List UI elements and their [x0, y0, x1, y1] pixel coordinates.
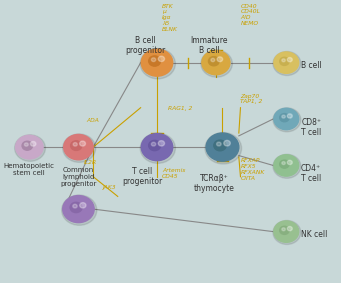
Circle shape: [274, 52, 299, 73]
Circle shape: [201, 50, 232, 77]
Circle shape: [282, 115, 285, 118]
Text: B cell
progenitor: B cell progenitor: [125, 36, 166, 55]
Circle shape: [273, 108, 301, 132]
Circle shape: [70, 202, 82, 213]
Circle shape: [287, 226, 292, 231]
Circle shape: [149, 56, 161, 66]
Circle shape: [158, 141, 165, 146]
Text: IL2R: IL2R: [83, 160, 97, 165]
Circle shape: [282, 59, 285, 62]
Circle shape: [274, 155, 299, 176]
Text: T cell
progenitor: T cell progenitor: [122, 167, 162, 186]
Circle shape: [140, 49, 175, 79]
Circle shape: [208, 57, 219, 66]
Text: CD8⁺
T cell: CD8⁺ T cell: [301, 117, 321, 137]
Circle shape: [63, 196, 94, 223]
Circle shape: [63, 134, 96, 162]
Text: Immature
B cell: Immature B cell: [191, 36, 228, 55]
Circle shape: [274, 108, 299, 130]
Text: Common
lymphoid
progenitor: Common lymphoid progenitor: [60, 167, 97, 187]
Circle shape: [22, 141, 32, 150]
Circle shape: [211, 58, 215, 62]
Text: RAG1, 2: RAG1, 2: [168, 106, 193, 111]
Circle shape: [62, 195, 97, 225]
Circle shape: [140, 133, 175, 163]
Circle shape: [141, 49, 173, 76]
Circle shape: [273, 52, 301, 76]
Circle shape: [282, 228, 285, 231]
Circle shape: [287, 114, 292, 118]
Circle shape: [280, 113, 289, 122]
Text: JAK3: JAK3: [103, 185, 117, 190]
Circle shape: [273, 154, 301, 178]
Circle shape: [214, 140, 226, 151]
Circle shape: [141, 134, 173, 161]
Circle shape: [224, 140, 230, 146]
Circle shape: [273, 220, 301, 245]
Circle shape: [73, 143, 77, 146]
Circle shape: [280, 57, 289, 65]
Circle shape: [73, 204, 77, 208]
Circle shape: [80, 141, 86, 146]
Text: Artemis
CD45: Artemis CD45: [162, 168, 185, 179]
Circle shape: [287, 160, 292, 165]
Circle shape: [206, 133, 239, 161]
Text: TCRαβ⁺
thymocyte: TCRαβ⁺ thymocyte: [194, 174, 235, 193]
Circle shape: [15, 135, 45, 161]
Text: NK cell: NK cell: [301, 230, 327, 239]
Circle shape: [16, 135, 43, 159]
Text: BTK
μ
Igα
λ5
BLNK: BTK μ Igα λ5 BLNK: [162, 3, 178, 32]
Circle shape: [158, 56, 165, 62]
Circle shape: [151, 142, 156, 146]
Text: CD4⁺
T cell: CD4⁺ T cell: [301, 164, 321, 183]
Circle shape: [149, 140, 161, 151]
Text: ADA: ADA: [87, 117, 100, 123]
Circle shape: [282, 162, 285, 165]
Circle shape: [30, 142, 36, 146]
Circle shape: [80, 203, 86, 208]
Text: Hematopoietic
stem cell: Hematopoietic stem cell: [4, 163, 55, 176]
Text: RFXAP
RFX5
RFXANK
CIITA: RFXAP RFX5 RFXANK CIITA: [240, 158, 265, 181]
Circle shape: [280, 160, 289, 168]
Circle shape: [64, 134, 93, 160]
Circle shape: [217, 57, 223, 62]
Circle shape: [287, 57, 292, 62]
Circle shape: [280, 226, 289, 234]
Circle shape: [151, 58, 156, 62]
Circle shape: [274, 221, 299, 242]
Circle shape: [217, 142, 221, 146]
Text: CD40
CD40L
AID
NEMO: CD40 CD40L AID NEMO: [240, 3, 261, 26]
Text: B cell: B cell: [301, 61, 322, 70]
Circle shape: [25, 143, 28, 146]
Text: Zap70
TAP1, 2: Zap70 TAP1, 2: [240, 94, 263, 104]
Circle shape: [205, 132, 242, 164]
Circle shape: [71, 141, 82, 151]
Circle shape: [202, 51, 230, 75]
